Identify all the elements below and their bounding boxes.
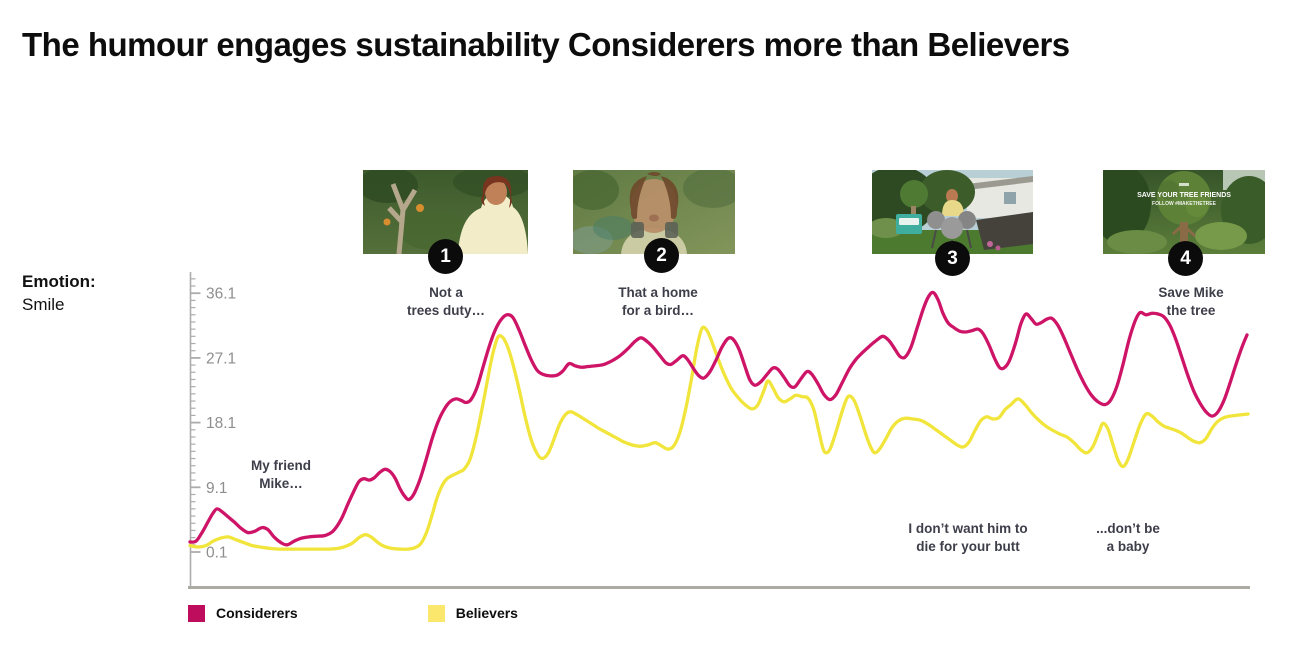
thumbnail-4-overlay-line2: FOLLOW #MAKETHETREE (1152, 201, 1217, 207)
video-thumbnail-3 (872, 170, 1033, 254)
y-tick-label-0.1: 0.1 (206, 545, 228, 562)
considerers-swatch (188, 604, 205, 622)
emotion-label-value: Smile (22, 295, 65, 314)
quote-my-friend-mike: My friend Mike… (250, 458, 311, 491)
y-tick-label-27.1: 27.1 (206, 350, 236, 367)
emotion-label-prefix: Emotion: (22, 272, 96, 291)
scene-badge-2: 2 (644, 238, 679, 273)
y-tick-label-18.1: 18.1 (206, 415, 236, 432)
considerers-legend-label: Considerers (216, 605, 298, 621)
y-tick-label-36.1: 36.1 (206, 286, 236, 303)
scene-badge-4: 4 (1168, 241, 1203, 276)
considerers-line (188, 290, 1249, 547)
page-title: The humour engages sustainability Consid… (22, 26, 1070, 63)
thumbnail-3-scene (872, 170, 1033, 254)
believers-swatch (427, 604, 445, 622)
caption-scene-4: Save Mike the tree (1158, 285, 1224, 318)
caption-scene-1: Not a trees duty… (406, 285, 486, 318)
chart-legend: Considerers Believers (188, 603, 535, 623)
believers-legend-label: Believers (455, 605, 518, 621)
thumbnail-4-overlay-line1: SAVE YOUR TREE FRIENDS (1137, 192, 1231, 199)
thumbnail-1-scene (363, 170, 528, 254)
believers-line (188, 325, 1250, 551)
y-axis-title: Emotion: Smile (22, 270, 96, 316)
quote-dont-be-a-baby: ...don’t be a baby (1096, 521, 1160, 554)
caption-scene-2: That a home for a bird… (618, 285, 698, 318)
y-tick-label-9.1: 9.1 (206, 480, 228, 497)
video-thumbnail-4: SAVE YOUR TREE FRIENDS FOLLOW #MAKETHETR… (1103, 170, 1265, 254)
scene-badge-3: 3 (935, 241, 970, 276)
thumbnail-4-scene: SAVE YOUR TREE FRIENDS FOLLOW #MAKETHETR… (1103, 170, 1265, 254)
scene-badge-1: 1 (428, 239, 463, 274)
quote-die-for-your-butt: I don’t want him to die for your butt (908, 521, 1028, 554)
